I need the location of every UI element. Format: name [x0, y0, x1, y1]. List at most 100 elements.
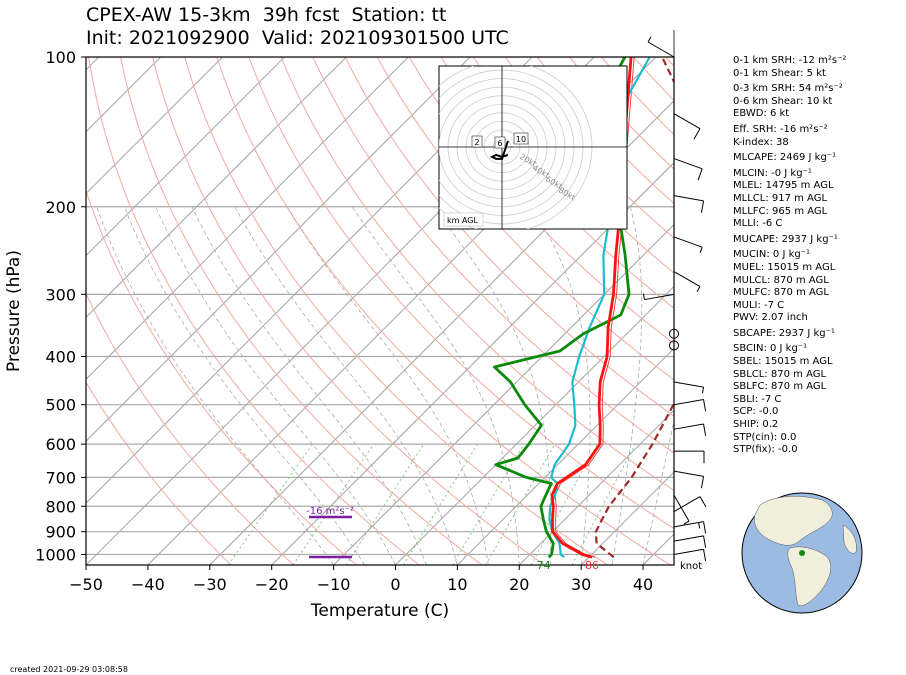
dry-adiabat: [344, 57, 674, 417]
station-marker: [799, 550, 805, 556]
x-tick-label: 20: [509, 575, 529, 594]
dry-adiabat: [408, 57, 674, 345]
wind-barb-flag: [698, 522, 701, 529]
hodograph-height-marker: 6: [497, 139, 502, 148]
wind-barb: [673, 236, 703, 248]
chart-title: CPEX-AW 15-3km 39h fcst Station: tt: [86, 4, 447, 26]
dry-adiabat: [86, 189, 357, 565]
isotherm: [395, 285, 674, 565]
y-axis-label: Pressure (hPa): [4, 250, 24, 372]
isotherm: [86, 57, 162, 133]
mixing-ratio-line: [571, 443, 636, 565]
isotherm: [86, 57, 347, 319]
x-tick-label: −10: [317, 575, 351, 594]
param-line: MUCAPE: 2937 J kg⁻¹: [733, 233, 838, 245]
wind-barb-flag: [700, 200, 705, 213]
moist-adiabat: [611, 206, 643, 565]
wind-barb-flag: [703, 521, 707, 534]
param-line: 0-3 km SRH: 54 m²s⁻²: [733, 83, 843, 95]
dry-adiabat: [86, 381, 232, 565]
param-line: SCP: -0.0: [733, 406, 779, 418]
param-line: MUCIN: 0 J kg⁻¹: [733, 249, 811, 261]
isotherm: [86, 57, 224, 195]
moist-adiabat: [155, 206, 396, 565]
param-line: SBCAPE: 2937 J kg⁻¹: [733, 327, 835, 339]
param-line: MLLCL: 917 m AGL: [733, 192, 828, 204]
isotherm: [209, 100, 674, 565]
isotherm: [86, 57, 471, 442]
south-america-shape: [787, 546, 831, 606]
hodograph-frame: [438, 65, 628, 230]
param-line: SBCIN: 0 J kg⁻¹: [733, 343, 808, 355]
surface-dewpoint-label: 74: [537, 559, 551, 572]
calm-wind-circle: [669, 340, 679, 351]
param-line: MULI: -7 C: [733, 299, 785, 311]
hodograph-height-marker: 10: [516, 135, 526, 144]
mixing-ratio-line: [227, 443, 314, 565]
moist-adiabat: [286, 206, 489, 565]
wind-barb: [673, 381, 704, 388]
isotherm: [86, 57, 285, 257]
dry-adiabat: [216, 57, 671, 565]
hodograph-height-box: [471, 135, 483, 148]
x-tick-label: −50: [69, 575, 103, 594]
moist-adiabat: [642, 418, 674, 565]
wind-barb: [673, 548, 704, 555]
y-tick-label: 100: [45, 48, 76, 67]
moist-adiabat: [96, 206, 334, 565]
wind-barb: [673, 535, 704, 542]
wind-barb: [673, 158, 703, 170]
x-axis-label: Temperature (C): [310, 601, 449, 621]
y-tick-label: 300: [45, 285, 76, 304]
param-line: MLCAPE: 2469 J kg⁻¹: [733, 152, 837, 164]
temperature-line: [550, 57, 633, 559]
hodograph-height-marker: 2: [474, 138, 479, 147]
wind-unit-label: knot: [680, 561, 702, 572]
eff-srh-label: -16 m²s⁻²: [306, 506, 354, 517]
mixing-ratio-line: [485, 443, 556, 565]
africa-shape: [842, 524, 857, 554]
moist-adiabat: [433, 206, 552, 565]
wind-barb-flag: [703, 423, 707, 436]
param-line: SBLCL: 870 m AGL: [733, 368, 827, 380]
wind-barb: [673, 195, 704, 202]
param-line: MLCIN: -0 J kg⁻¹: [733, 167, 812, 179]
y-tick-label: 1000: [35, 545, 76, 564]
mixing-ratio-line: [403, 443, 479, 565]
wind-barb-flag: [699, 247, 703, 254]
wind-barb-flag: [700, 476, 705, 489]
param-line: K-index: 38: [733, 136, 789, 148]
mixing-ratio-line: [292, 443, 375, 565]
wind-barb: [673, 470, 704, 477]
wind-barb-flag: [702, 387, 705, 394]
x-tick-label: 40: [633, 575, 653, 594]
hodograph-trace: [489, 140, 509, 160]
param-line: SBEL: 15015 m AGL: [733, 356, 833, 368]
x-tick-label: −20: [255, 575, 289, 594]
param-line: SHIP: 0.2: [733, 419, 779, 431]
wind-barb: [673, 496, 701, 513]
param-line: MLLFC: 965 m AGL: [733, 205, 828, 217]
wind-barb-flag: [699, 496, 707, 508]
surface-temp-label: 86: [585, 559, 599, 572]
virtual-temperature-line: [554, 57, 635, 558]
y-tick-label: 400: [45, 348, 76, 367]
y-tick-label: 500: [45, 396, 76, 415]
dry-adiabat: [280, 57, 674, 492]
wind-barb-flag: [696, 286, 701, 293]
dry-adiabat: [472, 57, 674, 274]
moist-adiabat: [191, 206, 427, 565]
param-line: EBWD: 6 kt: [733, 108, 790, 120]
isotherm: [580, 471, 674, 565]
wind-barb-flag: [703, 549, 707, 562]
hodograph-height-box: [494, 136, 506, 149]
y-tick-label: 800: [45, 497, 76, 516]
wind-barb: [673, 494, 690, 522]
param-line: STP(cin): 0.0: [733, 431, 797, 443]
param-line: 0-6 km Shear: 10 kt: [733, 95, 833, 107]
x-tick-label: −30: [193, 575, 227, 594]
hodograph-height-box: [513, 132, 529, 145]
north-america-shape: [754, 496, 833, 546]
